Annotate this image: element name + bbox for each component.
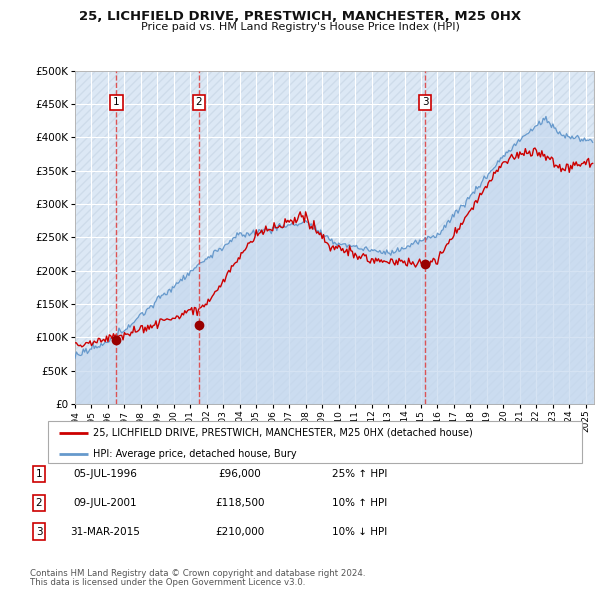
Text: 3: 3 <box>35 527 43 536</box>
Text: 25, LICHFIELD DRIVE, PRESTWICH, MANCHESTER, M25 0HX (detached house): 25, LICHFIELD DRIVE, PRESTWICH, MANCHEST… <box>94 428 473 438</box>
Text: 3: 3 <box>422 97 428 107</box>
FancyBboxPatch shape <box>48 421 582 463</box>
Text: 1: 1 <box>113 97 119 107</box>
Text: Price paid vs. HM Land Registry's House Price Index (HPI): Price paid vs. HM Land Registry's House … <box>140 22 460 32</box>
Text: 05-JUL-1996: 05-JUL-1996 <box>73 469 137 478</box>
Text: Contains HM Land Registry data © Crown copyright and database right 2024.: Contains HM Land Registry data © Crown c… <box>30 569 365 578</box>
Text: £96,000: £96,000 <box>218 469 262 478</box>
Text: 1: 1 <box>35 469 43 478</box>
Text: HPI: Average price, detached house, Bury: HPI: Average price, detached house, Bury <box>94 449 297 459</box>
Text: This data is licensed under the Open Government Licence v3.0.: This data is licensed under the Open Gov… <box>30 578 305 588</box>
Text: £210,000: £210,000 <box>215 527 265 536</box>
Text: 2: 2 <box>196 97 202 107</box>
Text: 10% ↓ HPI: 10% ↓ HPI <box>332 527 388 536</box>
Text: 25, LICHFIELD DRIVE, PRESTWICH, MANCHESTER, M25 0HX: 25, LICHFIELD DRIVE, PRESTWICH, MANCHEST… <box>79 10 521 23</box>
Text: 25% ↑ HPI: 25% ↑ HPI <box>332 469 388 478</box>
Text: 2: 2 <box>35 498 43 507</box>
Text: £118,500: £118,500 <box>215 498 265 507</box>
Text: 10% ↑ HPI: 10% ↑ HPI <box>332 498 388 507</box>
Text: 31-MAR-2015: 31-MAR-2015 <box>70 527 140 536</box>
Text: 09-JUL-2001: 09-JUL-2001 <box>73 498 137 507</box>
